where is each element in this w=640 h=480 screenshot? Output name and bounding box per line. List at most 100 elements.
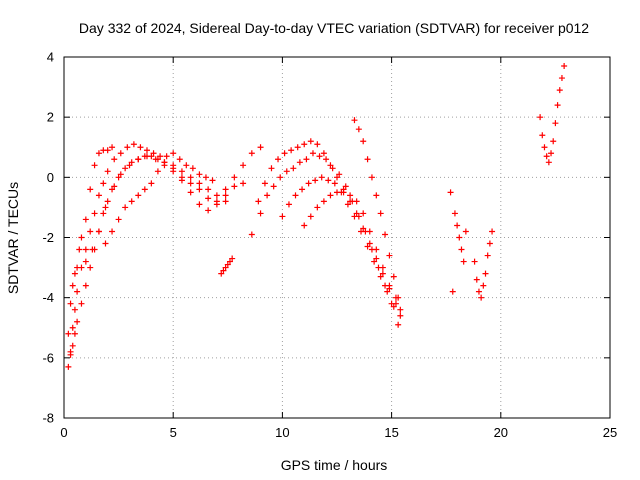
data-point-seg_d [543, 153, 550, 160]
y-tick-label: 2 [47, 110, 54, 125]
data-point-arc2 [91, 210, 98, 217]
data-point-arc6 [314, 141, 321, 148]
data-point-arc9 [373, 246, 380, 253]
data-point-arc2 [78, 264, 85, 271]
data-point-arc7 [323, 156, 330, 163]
data-point-arc3 [111, 183, 118, 190]
data-point-arc3 [117, 171, 124, 178]
data-point-arc2 [74, 288, 81, 295]
data-point-arc9 [340, 189, 347, 196]
data-point-arc5 [154, 168, 161, 175]
data-point-arc3 [178, 168, 185, 175]
data-point-seg_d [539, 132, 546, 139]
data-point-arc10 [390, 273, 397, 280]
data-point-arc8 [292, 192, 299, 199]
data-point-seg_c [471, 258, 478, 265]
data-point-arc2 [189, 165, 196, 172]
data-point-arc4 [135, 156, 142, 163]
data-point-arc3 [71, 330, 78, 337]
data-point-arc4 [240, 180, 247, 187]
data-point-arc4 [115, 174, 122, 181]
data-point-arc6 [373, 255, 380, 262]
data-point-arc6 [379, 270, 386, 277]
data-point-arc1 [109, 144, 116, 151]
data-point-arc6 [320, 150, 327, 157]
data-point-arc7 [395, 321, 402, 328]
data-point-arc5 [205, 195, 212, 202]
data-point-seg_a [218, 270, 225, 277]
data-point-arc3 [126, 162, 133, 169]
data-point-arc2 [209, 177, 216, 184]
data-point-seg_a [220, 267, 227, 274]
data-point-arc5 [141, 186, 148, 193]
data-point-arc6 [334, 174, 340, 181]
x-tick-label: 0 [60, 425, 67, 440]
data-point-arc8 [331, 180, 338, 187]
data-point-arc3 [78, 300, 85, 307]
data-point-arc3 [100, 210, 107, 217]
data-point-arc3 [222, 198, 229, 205]
data-point-arc7 [342, 183, 349, 190]
data-point-arc10 [395, 294, 402, 301]
data-point-seg_b [454, 222, 461, 229]
data-point-arc4 [222, 186, 229, 193]
data-point-seg_a [229, 255, 236, 262]
data-point-arc2 [202, 174, 209, 181]
x-axis-label: GPS time / hours [281, 457, 388, 473]
data-point-arc2 [65, 363, 72, 370]
data-point-arc9 [307, 213, 314, 220]
y-tick-label: -2 [42, 230, 54, 245]
data-point-arc5 [196, 186, 203, 193]
data-point-arc6 [255, 198, 262, 205]
data-point-arc9 [379, 264, 386, 271]
data-point-arc8 [390, 303, 397, 310]
x-tick-label: 15 [384, 425, 398, 440]
data-point-arc9 [314, 204, 321, 211]
data-point-arc3 [213, 192, 220, 199]
data-point-arc5 [240, 162, 247, 169]
data-point-arc2 [87, 228, 94, 235]
data-point-arc2 [95, 192, 102, 199]
data-point-arc6 [327, 162, 334, 169]
data-point-seg_a [224, 261, 231, 268]
data-point-arc4 [231, 183, 238, 190]
data-point-arc10 [351, 117, 358, 124]
data-point-seg_d [548, 150, 555, 157]
data-point-arc8 [384, 288, 391, 295]
data-point-arc7 [316, 153, 323, 160]
data-point-arc5 [178, 174, 185, 181]
y-axis-label: SDTVAR / TECUs [5, 182, 21, 294]
data-point-arc9 [334, 189, 340, 196]
data-point-arc2 [69, 324, 76, 331]
data-point-arc5 [161, 159, 168, 166]
data-point-arc2 [82, 246, 89, 253]
data-point-arc5 [257, 144, 264, 151]
data-point-arc4 [102, 204, 109, 211]
data-point-arc9 [320, 198, 327, 205]
data-point-arc4 [196, 201, 203, 208]
data-point-arc3 [187, 174, 194, 181]
x-tick-label: 5 [170, 425, 177, 440]
data-point-arc1 [91, 162, 98, 169]
data-point-seg_d [537, 114, 544, 121]
data-point-arc8 [371, 258, 378, 265]
data-point-arc5 [135, 192, 142, 199]
data-point-seg_c [484, 252, 491, 259]
y-tick-label: -6 [42, 350, 54, 365]
data-point-arc4 [187, 189, 194, 196]
data-point-arc4 [95, 228, 102, 235]
data-point-arc7 [270, 183, 277, 190]
data-point-arc2 [157, 153, 164, 160]
data-point-arc6 [248, 231, 255, 238]
x-tick-label: 25 [603, 425, 617, 440]
data-point-arc1 [67, 300, 74, 307]
data-point-arc6 [281, 150, 288, 157]
data-point-arc7 [264, 192, 271, 199]
data-point-seg_c [478, 294, 485, 301]
data-point-arc1 [78, 234, 85, 241]
data-point-arc6 [288, 147, 295, 154]
data-point-arc2 [163, 153, 170, 160]
data-point-arc7 [303, 156, 310, 163]
data-point-arc8 [364, 243, 371, 250]
